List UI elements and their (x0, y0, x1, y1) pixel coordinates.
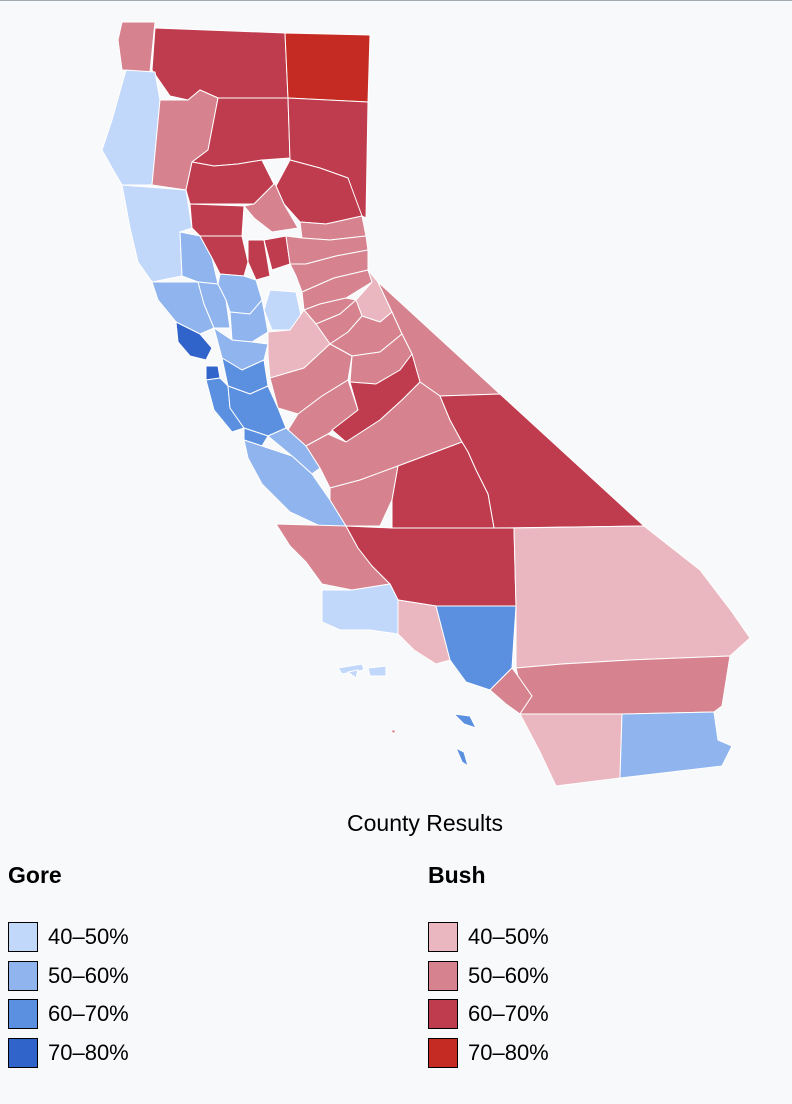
map-caption: County Results (347, 810, 503, 836)
legend-label: 40–50% (48, 924, 129, 950)
county-tulare (391, 441, 495, 529)
island-santa-rosa (367, 665, 387, 677)
legend-label: 60–70% (48, 1001, 129, 1027)
legend-swatch (428, 999, 458, 1030)
legend-item: 60–70% (8, 995, 129, 1034)
county-sutter (247, 239, 271, 281)
county-san-diego (519, 713, 623, 787)
county-siskiyou (151, 27, 289, 101)
legend-label: 60–70% (468, 1001, 549, 1027)
legend-bush: Bush 40–50% 50–60% 60–70% 70–80% (428, 858, 549, 1072)
legend-label: 70–80% (48, 1039, 129, 1065)
top-border (0, 0, 792, 1)
county-santa-barbara (321, 583, 399, 635)
legend-gore: Gore 40–50% 50–60% 60–70% 70–80% (8, 858, 129, 1072)
legend-swatch (8, 1037, 38, 1068)
island-san-miguel (347, 669, 359, 679)
county-glenn (189, 203, 245, 237)
county-del-norte (117, 21, 156, 73)
legend-item: 40–50% (8, 918, 129, 957)
legend-swatch (8, 922, 38, 953)
legend-item: 40–50% (428, 918, 549, 957)
legend-label: 50–60% (48, 962, 129, 988)
legend-bush-title: Bush (428, 862, 486, 888)
island-san-clemente (455, 747, 469, 767)
island-santa-cruz (337, 663, 365, 675)
legend-swatch (428, 960, 458, 991)
legend-swatch (8, 960, 38, 991)
island-santa-barbara (389, 729, 397, 735)
legend-item: 70–80% (428, 1034, 549, 1073)
legend-label: 50–60% (468, 962, 549, 988)
legend-swatch (428, 1037, 458, 1068)
county-imperial (619, 711, 733, 779)
legend-swatch (8, 999, 38, 1030)
legend-item: 50–60% (8, 957, 129, 996)
county-san-bernardino (513, 525, 751, 669)
county-modoc (284, 32, 371, 103)
legend-item: 50–60% (428, 957, 549, 996)
legend-item: 60–70% (428, 995, 549, 1034)
county-marin (175, 321, 213, 361)
legend-label: 40–50% (468, 924, 549, 950)
legend-gore-title: Gore (8, 862, 62, 888)
legend-swatch (428, 922, 458, 953)
county-humboldt (101, 69, 161, 186)
island-santa-catalina (453, 713, 477, 729)
california-county-map (101, 21, 751, 787)
legend-label: 70–80% (468, 1039, 549, 1065)
county-butte (243, 159, 299, 233)
legend-item: 70–80% (8, 1034, 129, 1073)
